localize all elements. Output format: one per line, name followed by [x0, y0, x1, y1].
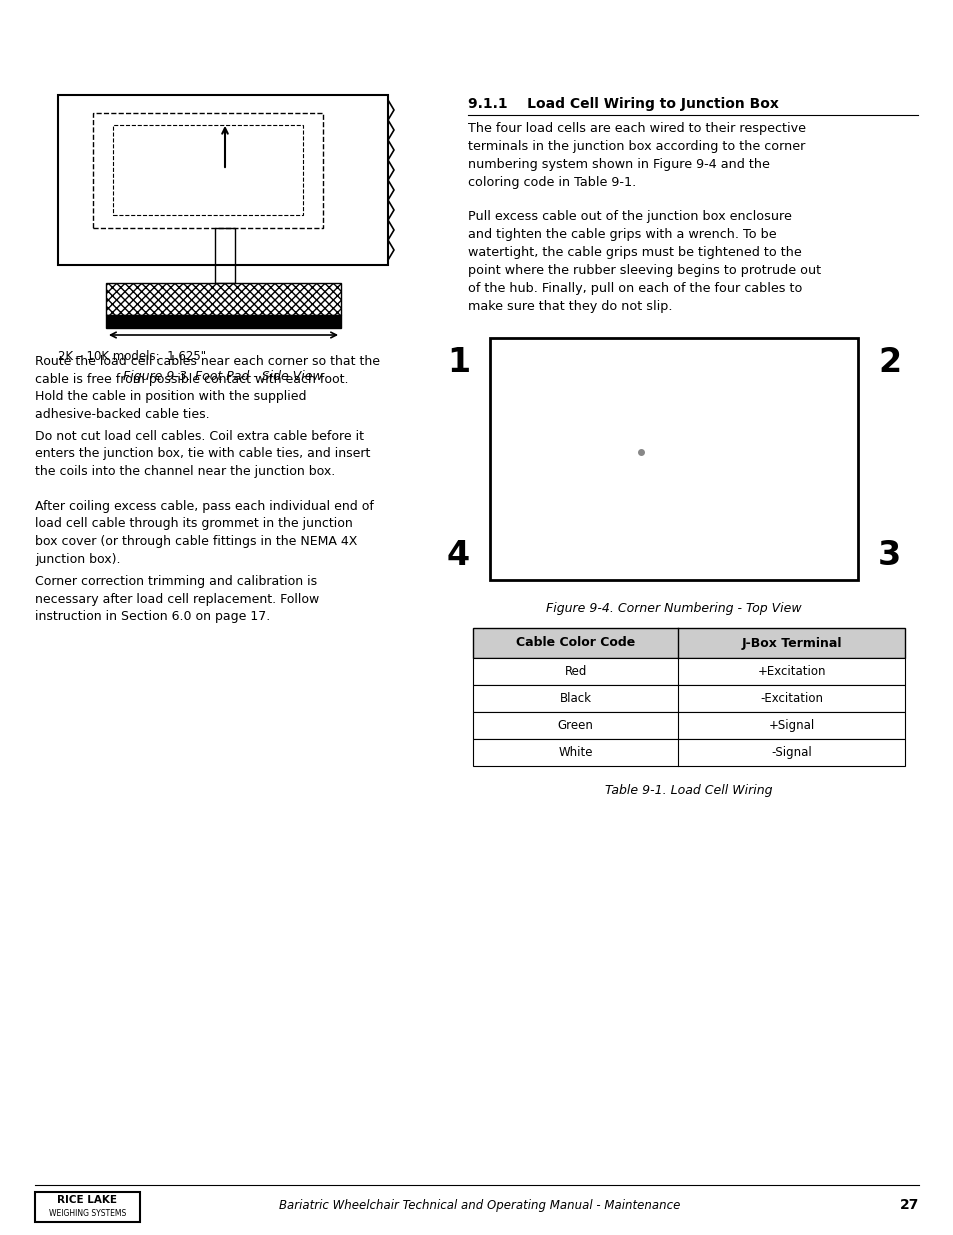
Bar — [473, 629, 904, 658]
Text: J-Box Terminal: J-Box Terminal — [740, 636, 841, 650]
Text: Green: Green — [558, 719, 593, 732]
Text: Do not cut load cell cables. Coil extra cable before it
enters the junction box,: Do not cut load cell cables. Coil extra … — [35, 430, 370, 478]
Text: WEIGHING SYSTEMS: WEIGHING SYSTEMS — [49, 1209, 126, 1219]
Bar — [106, 315, 340, 329]
Text: Corner correction trimming and calibration is
necessary after load cell replacem: Corner correction trimming and calibrati… — [35, 576, 319, 622]
Text: RICE LAKE: RICE LAKE — [57, 1195, 117, 1205]
Text: Route the load cell cables near each corner so that the
cable is free from possi: Route the load cell cables near each cor… — [35, 354, 379, 420]
Text: +Excitation: +Excitation — [757, 664, 825, 678]
Text: The four load cells are each wired to their respective
terminals in the junction: The four load cells are each wired to th… — [468, 122, 805, 189]
Text: 1: 1 — [446, 346, 470, 379]
Text: Cable Color Code: Cable Color Code — [516, 636, 635, 650]
Text: -Signal: -Signal — [770, 746, 811, 760]
Text: +Signal: +Signal — [768, 719, 814, 732]
Text: White: White — [558, 746, 592, 760]
Bar — [473, 658, 904, 685]
Bar — [214, 228, 234, 283]
Bar — [473, 685, 904, 713]
Bar — [112, 125, 303, 215]
Text: Bariatric Wheelchair Technical and Operating Manual - Maintenance: Bariatric Wheelchair Technical and Opera… — [279, 1198, 680, 1212]
Bar — [92, 112, 323, 228]
Text: -Excitation: -Excitation — [760, 692, 822, 705]
Bar — [473, 713, 904, 739]
Bar — [473, 739, 904, 766]
Text: 4: 4 — [446, 538, 470, 572]
Bar — [35, 1192, 140, 1221]
Text: Figure 9-4. Corner Numbering - Top View: Figure 9-4. Corner Numbering - Top View — [546, 601, 801, 615]
Text: Pull excess cable out of the junction box enclosure
and tighten the cable grips : Pull excess cable out of the junction bo… — [468, 210, 821, 312]
Text: 3: 3 — [877, 538, 901, 572]
Text: 27: 27 — [899, 1198, 918, 1212]
Text: Table 9-1. Load Cell Wiring: Table 9-1. Load Cell Wiring — [604, 784, 772, 797]
Bar — [106, 283, 340, 315]
Text: 2K – 10K models:  1.625": 2K – 10K models: 1.625" — [58, 350, 206, 363]
Text: After coiling excess cable, pass each individual end of
load cell cable through : After coiling excess cable, pass each in… — [35, 500, 374, 566]
Bar — [58, 95, 388, 266]
Text: Figure 9-3. Foot Pad - Side View: Figure 9-3. Foot Pad - Side View — [123, 370, 322, 383]
Bar — [490, 338, 857, 580]
Text: Black: Black — [559, 692, 591, 705]
Text: Red: Red — [564, 664, 586, 678]
Text: 2: 2 — [877, 346, 901, 379]
Text: 9.1.1    Load Cell Wiring to Junction Box: 9.1.1 Load Cell Wiring to Junction Box — [468, 98, 778, 111]
